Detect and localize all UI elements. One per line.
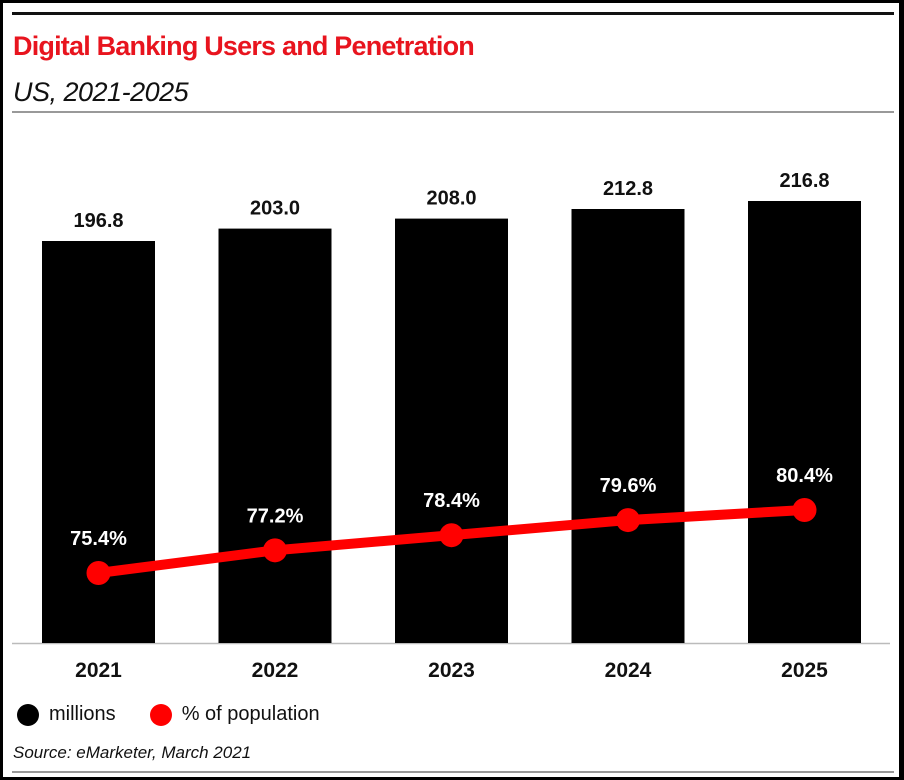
bottom-rule	[12, 771, 894, 773]
chart-title: Digital Banking Users and Penetration	[13, 31, 475, 61]
bar-2022	[218, 228, 332, 643]
bar-label-2025: 216.8	[779, 170, 829, 192]
population-label-2024: 79.6%	[600, 475, 657, 497]
population-point-2021	[86, 561, 111, 585]
legend: millions % of population	[17, 703, 320, 726]
legend-label-millions: millions	[49, 703, 116, 725]
population-label-2022: 77.2%	[247, 505, 304, 527]
population-point-2024	[616, 508, 640, 533]
source-note: Source: eMarketer, March 2021	[13, 743, 252, 762]
x-tick-2021: 2021	[75, 659, 122, 682]
chart-frame: Digital Banking Users and Penetration US…	[3, 3, 899, 777]
legend-swatch-millions	[17, 703, 39, 726]
bar-label-2024: 212.8	[603, 178, 653, 200]
top-rule	[12, 12, 894, 15]
bar-label-2022: 203.0	[250, 198, 300, 220]
chart-subtitle: US, 2021-2025	[13, 77, 189, 107]
population-point-2023	[439, 523, 464, 548]
population-label-2025: 80.4%	[776, 465, 833, 487]
legend-label-population: % of population	[181, 703, 320, 725]
bar-2025	[748, 201, 861, 643]
header-rule	[12, 111, 894, 113]
x-tick-2023: 2023	[428, 659, 475, 682]
population-label-2021: 75.4%	[70, 528, 127, 550]
bar-2024	[571, 209, 685, 643]
x-tick-2025: 2025	[781, 659, 828, 682]
x-tick-2024: 2024	[605, 659, 652, 682]
x-tick-2022: 2022	[252, 659, 299, 682]
legend-swatch-population	[149, 703, 172, 726]
bar-label-2021: 196.8	[73, 210, 123, 232]
population-point-2022	[263, 538, 287, 563]
population-point-2025	[792, 498, 817, 522]
bar-label-2023: 208.0	[426, 188, 476, 210]
bar-2023	[395, 218, 508, 643]
population-label-2023: 78.4%	[423, 490, 480, 512]
